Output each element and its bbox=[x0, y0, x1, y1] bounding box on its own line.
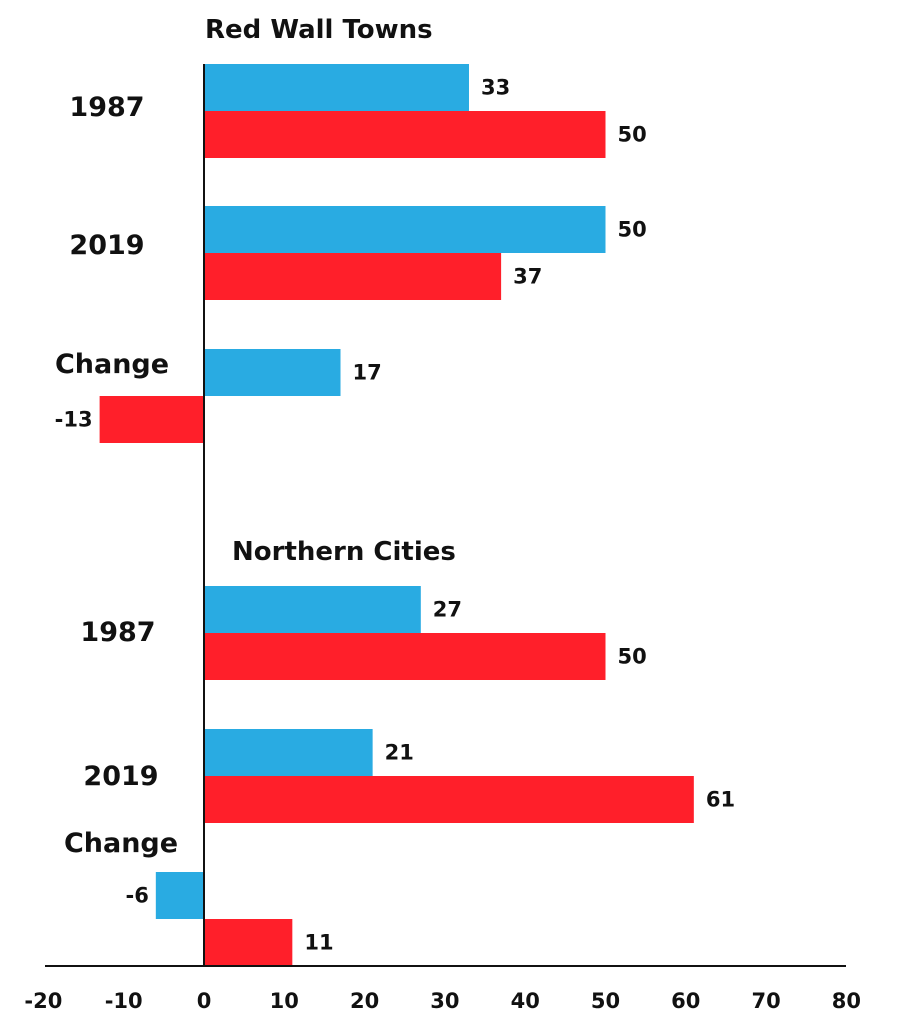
value-label: 61 bbox=[706, 788, 735, 812]
value-label: 50 bbox=[618, 645, 647, 669]
row-label: Change bbox=[64, 828, 178, 859]
value-label: 27 bbox=[433, 598, 462, 622]
bar-red bbox=[99, 396, 204, 443]
axes-layer: -20 -10 0 10 20 30 40 50 60 70 80 bbox=[24, 64, 861, 1013]
x-tick-label: 60 bbox=[671, 989, 700, 1013]
row-label: 1987 bbox=[69, 92, 144, 123]
x-tick-label: 40 bbox=[511, 989, 540, 1013]
x-tick-label: 20 bbox=[350, 989, 379, 1013]
value-label: 50 bbox=[618, 123, 647, 147]
row-label: 2019 bbox=[83, 761, 158, 792]
x-tick-label: 80 bbox=[832, 989, 861, 1013]
bars-layer bbox=[99, 64, 694, 966]
bar-blue bbox=[204, 586, 421, 633]
value-label: 33 bbox=[481, 76, 510, 100]
value-label: 50 bbox=[618, 218, 647, 242]
value-label: 17 bbox=[353, 361, 382, 385]
value-label: 21 bbox=[385, 741, 414, 765]
x-tick-label: 0 bbox=[197, 989, 212, 1013]
bar-blue bbox=[204, 206, 606, 253]
section-title: Red Wall Towns bbox=[205, 15, 433, 45]
value-label: 11 bbox=[304, 931, 333, 955]
bar-red bbox=[204, 633, 606, 680]
bar-blue bbox=[204, 729, 373, 776]
x-tick-label: -10 bbox=[105, 989, 143, 1013]
row-label: 1987 bbox=[80, 617, 155, 648]
section-title: Northern Cities bbox=[232, 537, 456, 567]
bar-red bbox=[204, 919, 293, 966]
value-label: -13 bbox=[55, 408, 93, 432]
bar-blue bbox=[155, 872, 204, 919]
x-tick-label: 10 bbox=[270, 989, 299, 1013]
row-label: 2019 bbox=[69, 230, 144, 261]
bar-blue bbox=[204, 64, 469, 111]
labels-layer: Red Wall Towns 33 50 1987 50 37 2019 17 -13 Chang… bbox=[55, 15, 735, 955]
value-label: 37 bbox=[513, 265, 542, 289]
bar-red bbox=[204, 776, 694, 823]
bar-blue bbox=[204, 349, 341, 396]
x-tick-label: 70 bbox=[751, 989, 780, 1013]
bar-red bbox=[204, 253, 502, 300]
value-label: -6 bbox=[125, 884, 148, 908]
x-tick-label: -20 bbox=[24, 989, 62, 1013]
bar-red bbox=[204, 111, 606, 158]
x-tick-label: 50 bbox=[591, 989, 620, 1013]
x-tick-label: 30 bbox=[430, 989, 459, 1013]
row-label: Change bbox=[55, 349, 169, 380]
